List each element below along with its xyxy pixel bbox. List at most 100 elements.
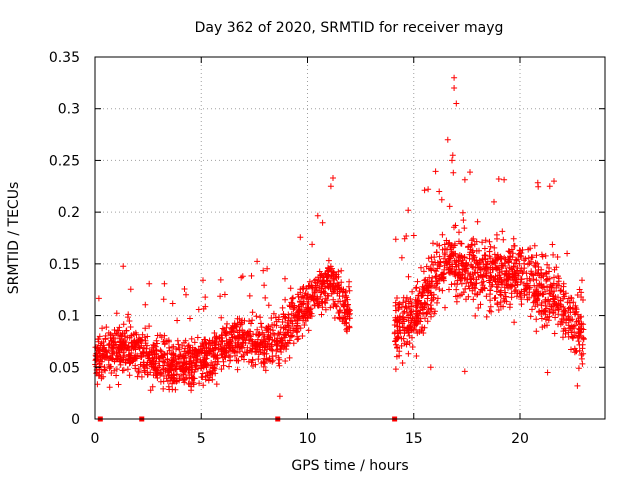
data-point [571,329,578,336]
data-point [223,324,230,331]
data-point [529,271,535,278]
data-point [166,347,173,354]
data-point [476,264,483,271]
data-point [300,284,307,290]
data-point [102,367,109,374]
data-point [105,357,112,364]
data-point [233,335,240,342]
data-point [409,344,416,350]
data-point [147,387,154,394]
data-point [142,340,149,347]
data-point [533,328,540,335]
data-point [160,296,167,303]
data-point [489,266,496,273]
data-point [495,264,502,271]
data-point [261,343,268,350]
data-point [127,324,134,330]
data-point [273,318,280,325]
data-point [458,253,465,259]
data-point [505,276,512,283]
data-point [118,356,125,363]
data-point [391,330,398,337]
data-point [580,321,587,328]
data-point [549,241,556,248]
data-point [506,257,513,264]
data-point [293,327,300,334]
data-point [195,306,202,313]
data-point [226,363,232,370]
data-point [166,366,173,373]
data-point [486,248,493,255]
data-point [460,217,467,224]
data-point [474,291,481,297]
data-point [211,330,218,336]
data-point [424,318,431,325]
data-point [115,332,121,339]
data-point [105,329,112,336]
data-point [527,313,534,320]
data-point [241,317,248,324]
data-point [217,276,224,283]
data-point [428,254,435,261]
data-point [181,286,188,292]
data-point [498,278,505,285]
data-point [508,283,515,290]
data-point [511,319,518,326]
data-point [307,305,314,312]
data-point [525,255,532,261]
data-point [461,176,468,183]
data-point [342,298,349,305]
data-point [318,298,325,305]
data-point [569,333,576,340]
data-point [272,338,278,345]
data-point [328,272,335,279]
data-point [575,317,582,324]
data-point [470,264,477,271]
data-point [113,344,120,351]
data-point [103,348,110,355]
data-point [133,331,140,338]
data-point [425,255,432,262]
data-point [481,284,488,291]
data-point [405,298,412,305]
data-point [549,293,556,300]
data-point [399,313,406,320]
data-point [189,366,196,373]
data-point [168,351,175,358]
data-point [261,282,268,289]
data-point [153,337,160,344]
data-point [96,360,103,367]
data-point [121,330,128,337]
data-point [328,290,335,297]
data-point [339,293,346,300]
y-tick-label: 0.3 [58,102,80,118]
data-point [487,287,494,294]
data-point [281,324,288,331]
data-point [305,327,312,334]
data-point [181,355,188,362]
data-point [547,281,554,288]
data-point [432,259,439,266]
data-point [397,329,404,336]
data-point [452,222,459,229]
data-point [107,335,114,341]
data-point [538,315,545,322]
data-point [533,316,540,323]
data-point [516,247,523,254]
data-point [114,355,121,362]
data-point [185,349,191,356]
data-point [301,322,308,328]
data-point [536,280,543,287]
data-point [276,362,283,369]
data-point [282,275,288,282]
data-point [436,188,443,195]
data-point [458,240,465,247]
data-point [463,280,470,287]
data-point [509,273,516,280]
data-point [302,304,309,311]
data-point [497,256,504,262]
data-point [420,309,426,316]
data-point [264,326,271,332]
data-point [116,324,123,331]
data-point [154,340,161,347]
